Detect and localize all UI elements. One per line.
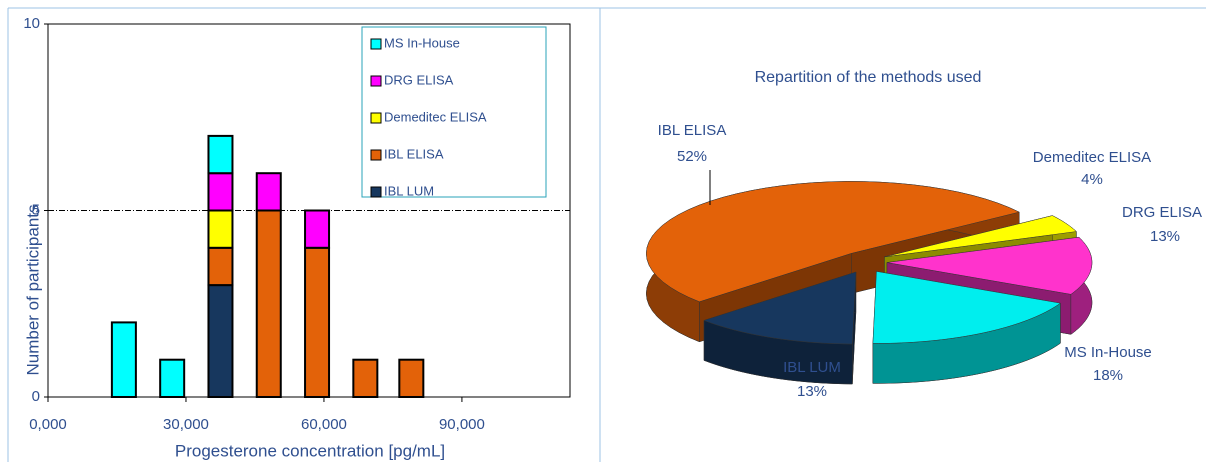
bar-segment bbox=[207, 284, 234, 399]
legend-label: MS In-House bbox=[384, 35, 460, 50]
pie-label-name: DRG ELISA bbox=[1122, 204, 1202, 221]
pie-label-value: 52% bbox=[677, 148, 707, 165]
x-tick-label: 30,000 bbox=[163, 416, 209, 433]
legend-swatch bbox=[370, 112, 382, 124]
legend-label: IBL LUM bbox=[384, 183, 434, 198]
bar-segment bbox=[207, 209, 234, 249]
legend-swatch bbox=[370, 38, 382, 50]
bar-segment bbox=[255, 172, 282, 212]
bar-segment bbox=[207, 134, 234, 175]
legend-label: IBL ELISA bbox=[384, 146, 444, 161]
pie-label-value: 13% bbox=[797, 383, 827, 400]
legend-swatch bbox=[370, 75, 382, 87]
pie-title: Repartition of the methods used bbox=[755, 69, 982, 86]
legend-label: DRG ELISA bbox=[384, 72, 454, 87]
bar-segment bbox=[304, 246, 331, 398]
pie-label-value: 13% bbox=[1150, 228, 1180, 245]
pie-label-name: IBL ELISA bbox=[658, 122, 727, 139]
y-tick-label: 0 bbox=[32, 388, 40, 405]
bar-segment bbox=[207, 246, 234, 287]
pie-label-name: MS In-House bbox=[1064, 344, 1152, 361]
y-axis-label: Number of participants bbox=[23, 204, 42, 375]
x-tick-label: 0,000 bbox=[29, 416, 67, 433]
bar-segment bbox=[207, 172, 234, 212]
legend-swatch bbox=[370, 149, 382, 161]
x-tick-label: 60,000 bbox=[301, 416, 347, 433]
bar-segment bbox=[110, 321, 137, 398]
x-axis-label: Progesterone concentration [pg/mL] bbox=[175, 441, 445, 460]
y-tick-label: 5 bbox=[32, 201, 40, 218]
bar-segment bbox=[159, 358, 186, 399]
x-tick-label: 90,000 bbox=[439, 416, 485, 433]
pie-slice bbox=[703, 271, 857, 345]
legend-box bbox=[361, 26, 547, 198]
pie-label-name: IBL LUM bbox=[783, 359, 841, 376]
pie-slice bbox=[646, 181, 1020, 303]
pie-label-name: Demeditec ELISA bbox=[1033, 149, 1151, 166]
pie-slice bbox=[884, 215, 1077, 258]
bar-segment bbox=[352, 358, 379, 399]
pie-slice bbox=[886, 236, 1093, 295]
bar-segment bbox=[398, 358, 425, 399]
bar-segment bbox=[304, 209, 331, 249]
y-tick-label: 10 bbox=[23, 15, 40, 32]
pie-slice bbox=[872, 271, 1062, 344]
legend-label: Demeditec ELISA bbox=[384, 109, 487, 124]
legend: IBL LUM IBL ELISA Demeditec ELISA DRG ELISA… bbox=[361, 26, 547, 198]
pie-label-value: 4% bbox=[1081, 171, 1103, 188]
pie-label-value: 18% bbox=[1093, 367, 1123, 384]
bar-segment bbox=[255, 209, 282, 398]
legend-swatch bbox=[370, 186, 382, 198]
